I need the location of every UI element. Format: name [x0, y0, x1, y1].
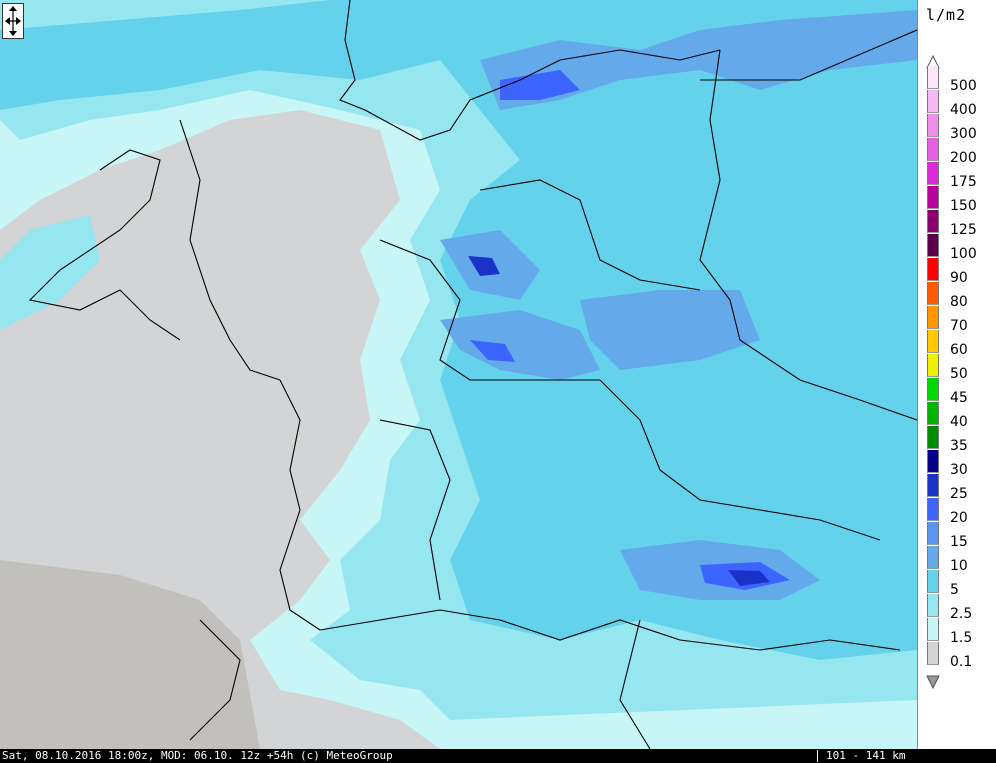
borders: [28, 0, 917, 749]
legend-label: 90: [950, 270, 968, 286]
legend-swatch: [927, 402, 939, 425]
legend-swatch: [927, 306, 939, 329]
coast-precip-area: [0, 215, 100, 330]
legend-swatch: [927, 642, 939, 665]
run-info-text: Sat, 08.10.2016 18:00z, MOD: 06.10. 12z …: [2, 749, 393, 762]
status-bar: Sat, 08.10.2016 18:00z, MOD: 06.10. 12z …: [0, 749, 996, 763]
legend-label: 25: [950, 486, 968, 502]
legend-label: 5: [950, 582, 959, 598]
legend-label: 45: [950, 390, 968, 406]
thuringia-core: [470, 340, 515, 362]
legend-swatch: [927, 282, 939, 305]
coastline-baltic: [700, 29, 917, 81]
border-alps: [319, 609, 901, 651]
legend-swatch: [927, 426, 939, 449]
resolution-text: 101 - 141 km: [826, 749, 906, 762]
legend-label: 1.5: [950, 630, 973, 646]
legend-units: l/m2: [926, 6, 967, 24]
legend-label: 10: [950, 558, 968, 574]
status-separator: [817, 750, 818, 762]
baltic-precip-area: [480, 10, 917, 110]
austria-core-inner: [728, 570, 770, 586]
thuringia-precip-area: [440, 310, 600, 380]
legend-label: 125: [950, 222, 977, 238]
legend-label: 175: [950, 174, 977, 190]
legend-label: 150: [950, 198, 977, 214]
legend-swatch: [927, 162, 939, 185]
coastline-north: [339, 0, 721, 141]
legend-swatch: [927, 234, 939, 257]
legend-label: 50: [950, 366, 968, 382]
legend-label: 35: [950, 438, 968, 454]
state-border-2: [479, 179, 701, 291]
coastline-netherlands: [28, 149, 181, 341]
border-de-cz-at: [599, 379, 881, 541]
legend-swatch: [927, 618, 939, 641]
legend-label: 500: [950, 78, 977, 94]
legend-swatch: [927, 378, 939, 401]
legend-swatch: [927, 570, 939, 593]
pan-arrows-icon[interactable]: [2, 3, 24, 39]
legend-swatch: [927, 330, 939, 353]
legend-panel: l/m2 500 400 300 200 175 150 125 100 90 80 70 60 50 4…: [917, 0, 996, 749]
legend-label: 200: [950, 150, 977, 166]
north-sea-precip-area: [0, 0, 440, 110]
legend-swatch: [927, 258, 939, 281]
legend-label: 100: [950, 246, 977, 262]
legend-label: 0.1: [950, 654, 973, 670]
precipitation-map[interactable]: + −: [0, 0, 917, 749]
legend-swatch: [927, 66, 939, 89]
legend-label: 300: [950, 126, 977, 142]
legend-label: 20: [950, 510, 968, 526]
legend-swatch: [927, 210, 939, 233]
legend-label: 30: [950, 462, 968, 478]
legend-label: 400: [950, 102, 977, 118]
legend-label: 70: [950, 318, 968, 334]
legend-swatch: [927, 474, 939, 497]
border-nl-de: [179, 119, 281, 381]
legend-label: 80: [950, 294, 968, 310]
map-navigation: + −: [2, 3, 48, 41]
state-border-3: [379, 419, 451, 601]
border-west: [279, 379, 321, 631]
state-border-1: [379, 239, 600, 381]
legend-swatch: [927, 186, 939, 209]
legend-swatch: [927, 594, 939, 617]
state-border-4: [189, 619, 241, 741]
border-de-pl: [699, 49, 917, 421]
legend-swatch: [927, 546, 939, 569]
baltic-core: [500, 70, 580, 100]
legend-bottom-arrow-icon: [926, 675, 940, 689]
mountain-area: [0, 560, 260, 749]
legend-label: 60: [950, 342, 968, 358]
legend-swatch: [927, 450, 939, 473]
legend-label: 15: [950, 534, 968, 550]
legend-swatch: [927, 522, 939, 545]
legend-label: 2.5: [950, 606, 973, 622]
map-canvas: [0, 0, 917, 749]
legend-swatch: [927, 90, 939, 113]
saxony-precip-area: [580, 290, 760, 370]
legend-swatch: [927, 354, 939, 377]
legend-swatch: [927, 498, 939, 521]
state-border-5: [619, 619, 651, 749]
legend-swatch: [927, 138, 939, 161]
harz-core: [468, 256, 500, 276]
legend-label: 40: [950, 414, 968, 430]
legend-swatch: [927, 114, 939, 137]
